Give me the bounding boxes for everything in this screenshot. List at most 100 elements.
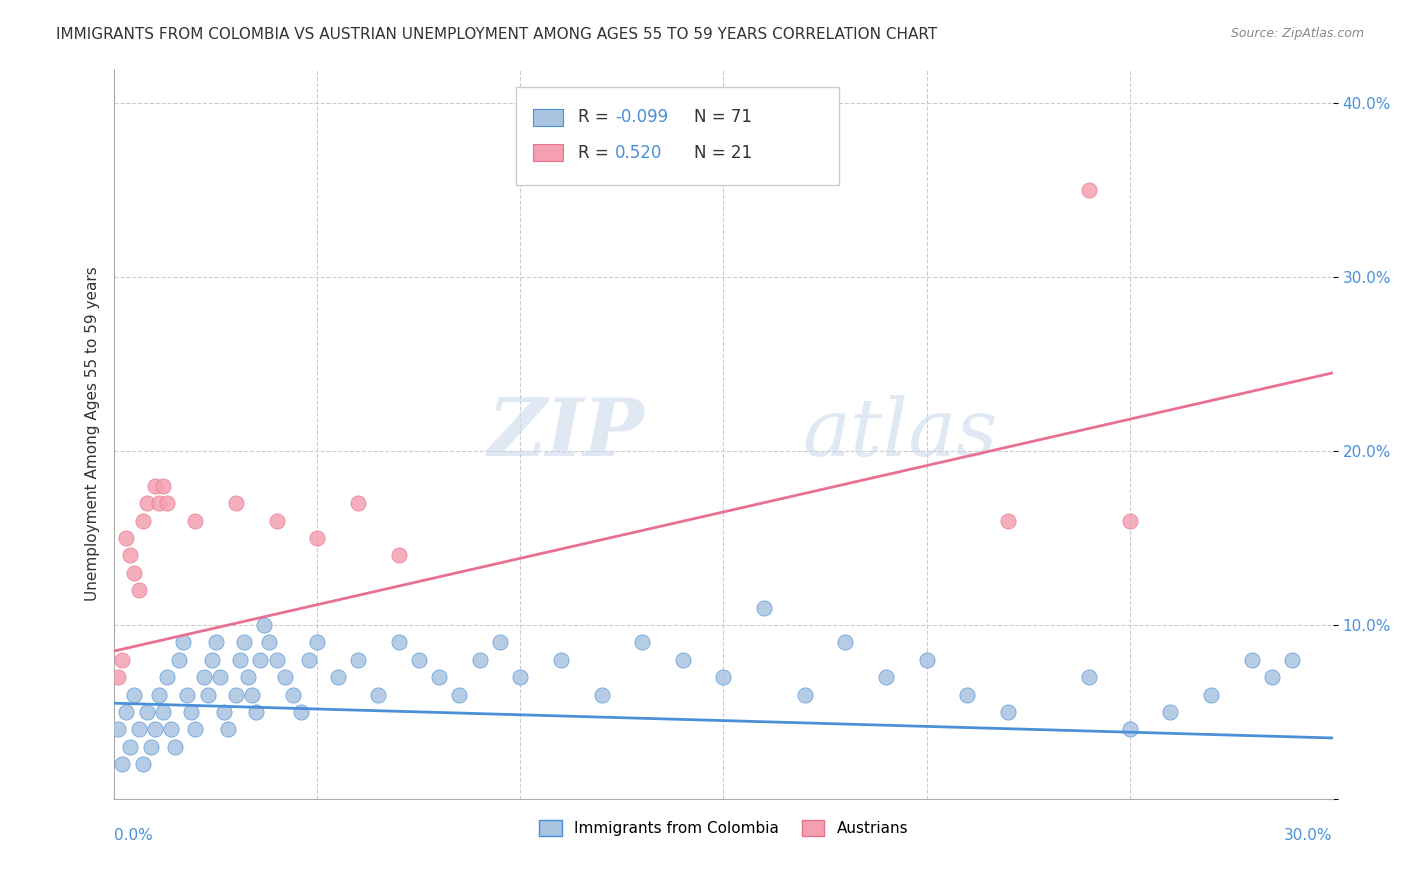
Point (225, 688, 247, 702)
Point (111, 757, 134, 772)
Point (281, 688, 304, 702)
Point (1159, 705, 1181, 719)
Point (124, 566, 146, 580)
Point (793, 688, 815, 702)
Point (875, 670, 897, 684)
Y-axis label: Unemployment Among Ages 55 to 59 years: Unemployment Among Ages 55 to 59 years (86, 267, 100, 601)
Point (156, 496, 179, 510)
Point (238, 670, 260, 684)
Point (408, 653, 430, 667)
Point (143, 723, 166, 737)
Point (229, 653, 252, 667)
Point (713, 670, 735, 684)
Point (509, 670, 531, 684)
Point (124, 688, 146, 702)
Legend: Immigrants from Colombia, Austrians: Immigrants from Colombia, Austrians (533, 814, 914, 842)
Point (115, 531, 138, 545)
Point (148, 688, 170, 702)
Point (266, 653, 288, 667)
Point (176, 688, 198, 702)
Point (208, 670, 231, 684)
Point (387, 635, 409, 649)
Point (266, 514, 288, 528)
Point (193, 670, 215, 684)
Point (152, 479, 174, 493)
Point (172, 635, 194, 649)
Point (152, 705, 174, 719)
Point (387, 549, 409, 563)
Point (1281, 653, 1303, 667)
Text: -0.099: -0.099 (614, 109, 668, 127)
Point (290, 705, 312, 719)
Point (997, 705, 1019, 719)
Point (347, 496, 370, 510)
Point (1078, 670, 1101, 684)
Text: atlas: atlas (803, 395, 998, 473)
Point (233, 635, 256, 649)
Point (240, 688, 263, 702)
Text: R =: R = (578, 144, 620, 161)
Point (225, 496, 247, 510)
Point (489, 635, 512, 649)
Point (184, 723, 207, 737)
Point (139, 739, 162, 754)
Point (1240, 653, 1263, 667)
FancyBboxPatch shape (533, 144, 562, 161)
Point (253, 618, 276, 632)
Point (631, 635, 654, 649)
Point (135, 705, 157, 719)
Point (160, 723, 183, 737)
Point (1118, 723, 1140, 737)
Point (167, 653, 190, 667)
Point (212, 705, 235, 719)
Point (107, 670, 129, 684)
Point (591, 688, 613, 702)
Text: IMMIGRANTS FROM COLOMBIA VS AUSTRIAN UNEMPLOYMENT AMONG AGES 55 TO 59 YEARS CORR: IMMIGRANTS FROM COLOMBIA VS AUSTRIAN UNE… (56, 27, 938, 42)
Point (915, 653, 938, 667)
Point (245, 705, 267, 719)
Point (257, 635, 280, 649)
Point (752, 600, 775, 615)
FancyBboxPatch shape (516, 87, 839, 186)
Point (111, 653, 134, 667)
Point (184, 514, 207, 528)
Point (115, 705, 138, 719)
Text: ZIP: ZIP (488, 395, 644, 473)
Text: 30.0%: 30.0% (1284, 828, 1333, 843)
Point (427, 670, 450, 684)
Text: N = 71: N = 71 (695, 109, 752, 127)
Point (120, 549, 142, 563)
Point (307, 635, 329, 649)
Point (204, 635, 226, 649)
Point (131, 514, 153, 528)
Point (156, 670, 179, 684)
Text: Source: ZipAtlas.com: Source: ZipAtlas.com (1230, 27, 1364, 40)
Point (1118, 514, 1140, 528)
Text: N = 21: N = 21 (695, 144, 752, 161)
Point (834, 635, 856, 649)
Point (249, 653, 271, 667)
Point (347, 653, 370, 667)
Point (128, 723, 150, 737)
Text: 0.0%: 0.0% (114, 828, 153, 843)
Point (128, 583, 150, 598)
Point (449, 688, 471, 702)
Point (131, 757, 153, 772)
Point (550, 653, 572, 667)
Point (120, 739, 142, 754)
Point (298, 653, 321, 667)
Point (165, 739, 187, 754)
Point (997, 514, 1019, 528)
Point (367, 688, 389, 702)
Point (1199, 688, 1222, 702)
Point (468, 653, 491, 667)
FancyBboxPatch shape (533, 109, 562, 126)
Point (180, 705, 202, 719)
Point (148, 496, 170, 510)
Point (217, 723, 239, 737)
Point (672, 653, 695, 667)
Point (1078, 183, 1101, 197)
Point (135, 496, 157, 510)
Point (1261, 670, 1284, 684)
Point (274, 670, 297, 684)
